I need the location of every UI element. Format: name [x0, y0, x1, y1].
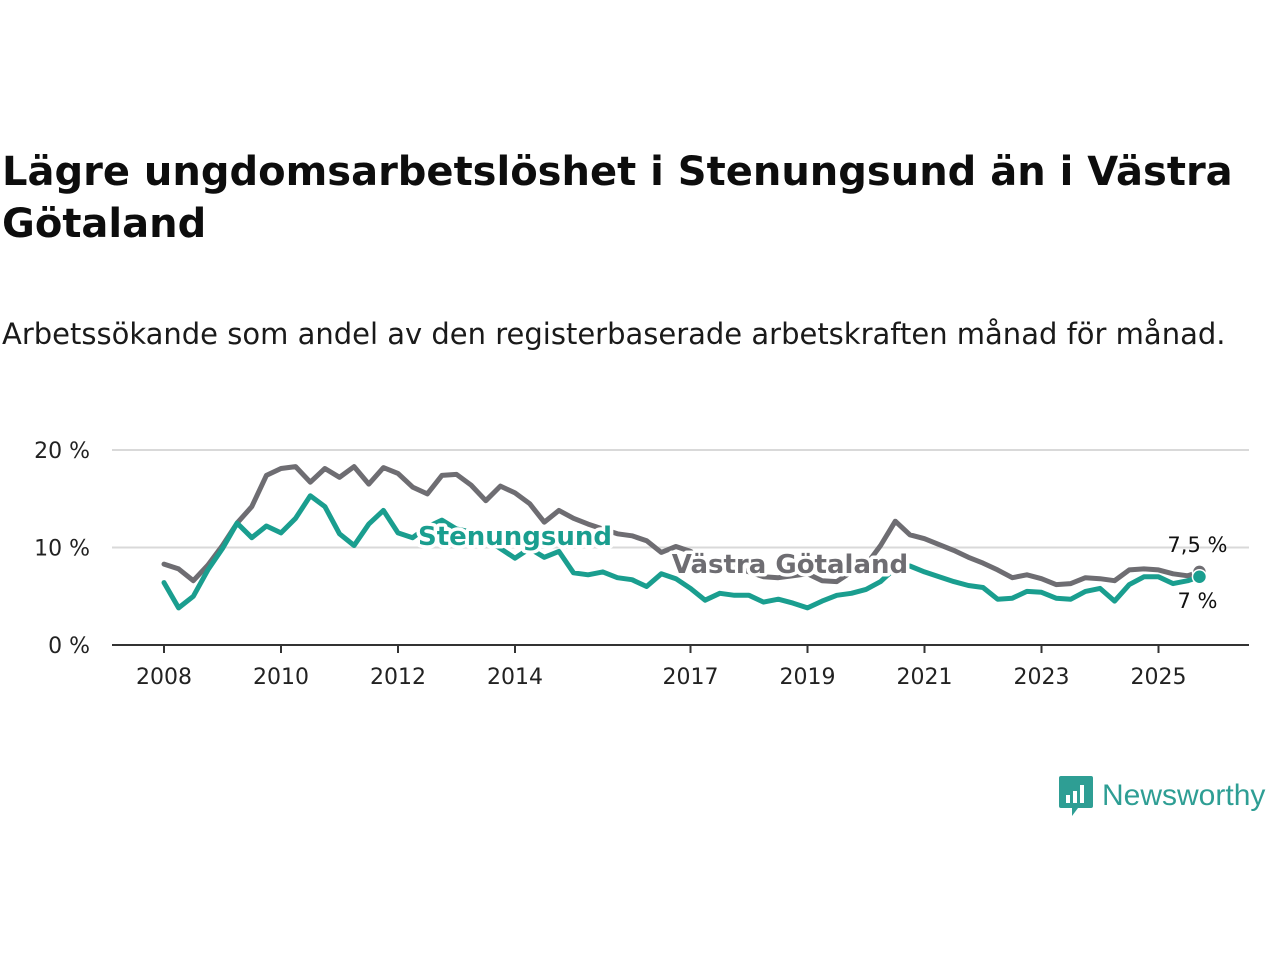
- x-tick-label: 2012: [370, 665, 426, 690]
- annotation-halo: Stenungsund: [418, 522, 612, 552]
- series-line-v-stra-g-taland: [161, 464, 1202, 588]
- x-tick-label: 2023: [1014, 665, 1070, 690]
- series-line-stenungsund: [161, 493, 1202, 611]
- end-label-v-stra-g-taland: 7,5 %: [1167, 533, 1227, 557]
- y-axis-ticks: 0 % 10 % 20 %: [34, 439, 90, 659]
- series-lines: [161, 464, 1202, 611]
- chart-title: Lägre ungdomsarbetslöshet i Stenungsund …: [2, 149, 1233, 247]
- x-tick-label: 2008: [136, 665, 192, 690]
- x-tick-label: 2025: [1131, 665, 1187, 690]
- x-tick-label: 2017: [663, 665, 719, 690]
- end-label-stenungsund: 7 %: [1177, 589, 1217, 613]
- chart-subtitle: Arbetssökande som andel av den registerb…: [2, 317, 1226, 351]
- annotation-halo: Västra Götaland: [672, 550, 908, 580]
- newsworthy-logo: Newsworthy: [1058, 774, 1265, 818]
- x-tick-label: 2021: [897, 665, 953, 690]
- x-tick-label: 2010: [253, 665, 309, 690]
- y-tick-label: 0 %: [48, 634, 90, 659]
- x-tick-label: 2014: [487, 665, 543, 690]
- y-tick-label: 20 %: [34, 439, 90, 464]
- line-chart: 0 % 10 % 20 % 2008 2010 2012 2014 2017 2019 2021…: [34, 439, 1249, 690]
- y-tick-label: 10 %: [34, 537, 90, 562]
- brand-name: Newsworthy: [1102, 779, 1266, 812]
- x-axis-ticks: 2008 2010 2012 2014 2017 2019 2021 2023 2025: [136, 645, 1187, 690]
- annotation-v-stra-g-taland: Västra Götaland: [672, 550, 908, 580]
- end-markers: 7,5 % 7 %: [1167, 533, 1227, 613]
- annotation-stenungsund: Stenungsund: [418, 522, 612, 552]
- end-marker-stenungsund: [1191, 569, 1208, 585]
- newsworthy-logo-icon: [1059, 776, 1093, 816]
- x-tick-label: 2019: [780, 665, 836, 690]
